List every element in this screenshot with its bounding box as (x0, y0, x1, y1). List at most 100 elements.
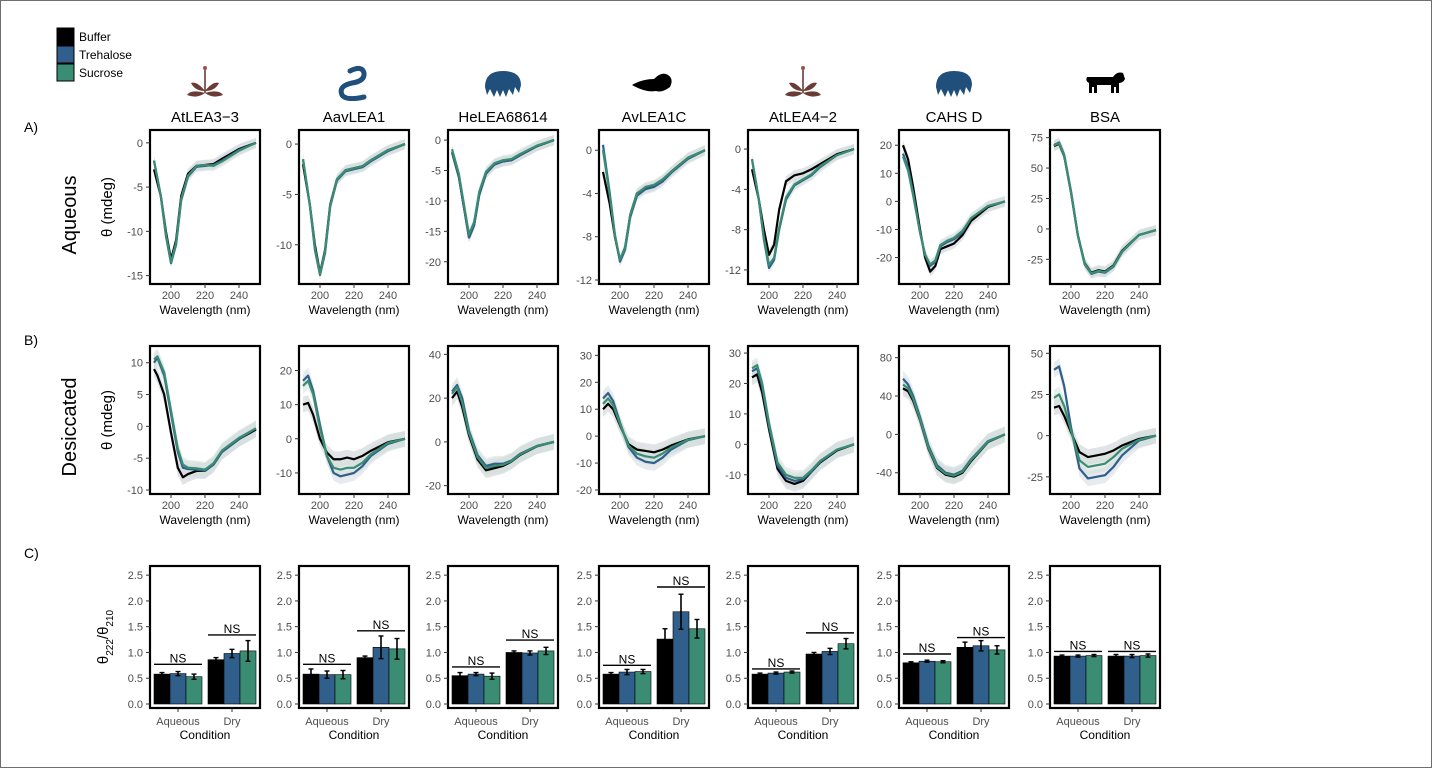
y-tick-label: 0.5 (1028, 673, 1043, 685)
y-tick-label: 50 (1031, 348, 1043, 360)
x-tick-label: 200 (760, 500, 778, 512)
x-tick-label: 220 (794, 290, 812, 302)
ns-label: NS (919, 641, 936, 655)
y-tick-label: 1.0 (726, 647, 741, 659)
y-axis-label-part: θ (95, 656, 112, 664)
protein-icon-bsa (1086, 72, 1125, 93)
y-tick-label: 2.0 (577, 596, 592, 608)
x-axis-label: Wavelength (nm) (458, 303, 549, 317)
x-tick-label: 240 (679, 290, 697, 302)
bar-dry-sucrose (988, 649, 1006, 705)
x-axis-label: Condition (929, 728, 980, 742)
bar-aqueous-buffer (1053, 655, 1071, 705)
series-line-sucrose (302, 379, 406, 471)
protein-title-atlea4-2: AtLEA4−2 (769, 109, 837, 126)
y-tick-label: -15 (425, 226, 441, 238)
y-tick-label: 1.0 (577, 647, 592, 659)
plant-flower (801, 66, 805, 70)
worm-icon (338, 65, 367, 102)
legend-label-trehalose: Trehalose (79, 48, 132, 62)
y-tick-label: 0 (286, 434, 292, 446)
x-axis-label: Wavelength (nm) (758, 513, 849, 527)
x-axis-label: Condition (778, 728, 829, 742)
y-tick-label: 10 (580, 404, 592, 416)
band-sucrose (303, 372, 405, 478)
plant-flower (203, 66, 207, 70)
ns-label: NS (224, 622, 241, 636)
x-axis-label: Wavelength (nm) (909, 303, 1000, 317)
x-tick-label: 200 (1062, 500, 1080, 512)
x-tick-label: 200 (460, 290, 478, 302)
legend-label-sucrose: Sucrose (79, 66, 123, 80)
series-line-sucrose (751, 364, 855, 479)
ns-label: NS (1070, 638, 1087, 652)
bar-aqueous-sucrose (634, 671, 652, 705)
y-tick-label: 0 (586, 145, 592, 157)
x-tick-label: 200 (611, 500, 629, 512)
y-tick-label: 1.5 (277, 622, 292, 634)
y-tick-label: 10 (729, 409, 741, 421)
plot-frame (897, 564, 1011, 710)
bar-dry-sucrose (688, 628, 706, 705)
bar-aqueous-sucrose (1085, 655, 1103, 705)
x-tick-label: Aqueous (905, 716, 949, 728)
bar-aqueous-sucrose (934, 661, 952, 705)
y-tick-label: 0 (886, 196, 892, 208)
x-axis-label: Wavelength (nm) (1060, 513, 1151, 527)
rotifer-icon (632, 73, 672, 92)
y-tick-label: 20 (280, 365, 292, 377)
y-tick-label: -10 (425, 196, 441, 208)
x-tick-label: 220 (1096, 290, 1114, 302)
x-tick-label: Dry (1123, 716, 1141, 728)
x-tick-label: 200 (162, 500, 180, 512)
x-tick-label: Dry (672, 716, 690, 728)
y-axis-label-part: /θ (95, 627, 112, 640)
protein-title-bsa: BSA (1090, 109, 1120, 126)
x-tick-label: 240 (379, 500, 397, 512)
x-tick-label: 220 (945, 500, 963, 512)
y-tick-label: 10 (280, 400, 292, 412)
plot-frame (597, 564, 711, 710)
protein-title-cahs-d: CAHS D (926, 109, 983, 126)
y-tick-label: 0 (137, 421, 143, 433)
y-tick-label: -10 (127, 226, 143, 238)
row-label-b: B) (24, 332, 38, 348)
x-tick-label: 240 (528, 290, 546, 302)
x-tick-label: Aqueous (754, 716, 798, 728)
ns-label: NS (522, 627, 539, 641)
x-axis-label: Wavelength (nm) (1060, 303, 1151, 317)
ns-label: NS (768, 656, 785, 670)
bar-panel-cahs-d: NS Aqueous NS Dry 0.0 0.5 1.0 1.5 2.0 2.5 Conditio… (877, 564, 1011, 742)
x-tick-label: 200 (760, 290, 778, 302)
y-tick-label: 1.5 (877, 622, 892, 634)
x-tick-label: 240 (828, 290, 846, 302)
protein-icon-helea68614 (485, 71, 521, 97)
y-tick-label: 1.0 (128, 647, 143, 659)
y-tick-label: -4 (582, 188, 592, 200)
row-label-a: A) (24, 119, 38, 135)
y-axis-label: θ (mdeg) (99, 177, 116, 237)
y-tick-label: -8 (731, 225, 741, 237)
y-tick-label: 0 (137, 138, 143, 150)
series-line-sucrose (750, 148, 855, 266)
protein-icon-cahs-d (936, 71, 972, 97)
y-tick-label: -4 (731, 184, 741, 196)
series-line-sucrose (152, 141, 257, 264)
bar-aqueous-sucrose (783, 671, 801, 705)
x-axis-label: Condition (180, 728, 231, 742)
protein-icon-avlea1c (632, 73, 672, 92)
series-line-sucrose (601, 149, 706, 261)
y-tick-label: 20 (580, 377, 592, 389)
ns-label: NS (468, 654, 485, 668)
x-tick-label: 240 (1130, 290, 1148, 302)
y-axis-label-part: 210 (105, 609, 116, 626)
